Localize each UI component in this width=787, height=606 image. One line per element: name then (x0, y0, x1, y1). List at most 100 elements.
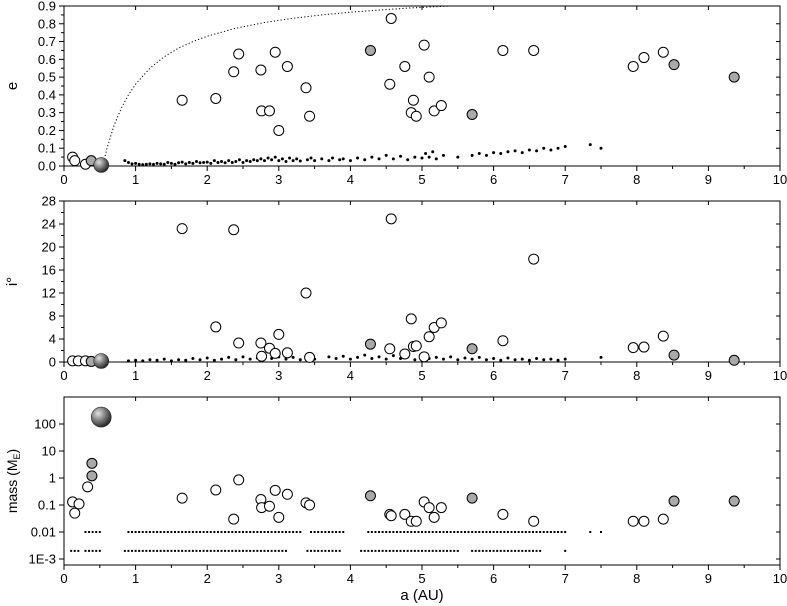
small-body-dot (424, 549, 427, 552)
small-body-dot (324, 549, 327, 552)
small-body-dot (317, 549, 320, 552)
small-body-dot (291, 159, 295, 163)
small-body-dot (234, 531, 237, 534)
small-body-dot (256, 549, 259, 552)
small-body-dot (503, 549, 506, 552)
small-body-dot (377, 157, 381, 161)
open-planet-marker (627, 515, 639, 527)
small-body-dot (98, 549, 101, 552)
grey-planet-marker (728, 495, 740, 507)
small-body-dot (73, 549, 76, 552)
small-body-dot (202, 531, 205, 534)
small-body-dot (213, 531, 216, 534)
small-body-dot (335, 549, 338, 552)
x-tick-label: 5 (418, 571, 425, 586)
small-body-dot (564, 531, 567, 534)
small-body-dot (177, 531, 180, 534)
small-body-dot (556, 146, 560, 150)
small-body-dot (191, 357, 195, 361)
x-tick-label: 2 (204, 172, 211, 187)
small-body-dot (169, 359, 173, 363)
x-tick-label: 10 (773, 571, 787, 586)
small-body-dot (224, 549, 227, 552)
small-body-dot (406, 549, 409, 552)
small-body-dot (499, 549, 502, 552)
open-planet-marker (423, 71, 435, 83)
small-body-dot (166, 549, 169, 552)
small-body-dot (456, 549, 459, 552)
small-body-dot (546, 531, 549, 534)
small-body-dot (159, 549, 162, 552)
small-body-dot (510, 549, 513, 552)
plot-frame (63, 5, 781, 167)
small-body-dot (148, 549, 151, 552)
grey-planet-marker (86, 470, 98, 482)
small-body-dot (181, 549, 184, 552)
small-body-dot (177, 161, 181, 165)
small-body-dot (360, 549, 363, 552)
small-body-dot (489, 531, 492, 534)
small-body-dot (392, 549, 395, 552)
grey-planet-marker (728, 71, 740, 83)
small-body-dot (485, 549, 488, 552)
small-body-dot (331, 531, 334, 534)
small-body-dot (391, 354, 395, 358)
open-planet-marker (233, 474, 245, 486)
small-body-dot (259, 531, 262, 534)
small-body-dot (177, 358, 181, 362)
small-body-dot (496, 531, 499, 534)
small-body-dot (385, 531, 388, 534)
open-planet-marker (304, 351, 316, 363)
small-body-dot (88, 549, 91, 552)
small-body-dot (206, 549, 209, 552)
small-body-dot (599, 355, 603, 359)
small-body-dot (130, 162, 134, 166)
small-body-dot (331, 549, 334, 552)
small-body-dot (163, 531, 166, 534)
small-body-dot (327, 159, 331, 163)
open-planet-marker (399, 508, 411, 520)
y-tick-label: 0.2 (38, 123, 56, 138)
small-body-dot (549, 531, 552, 534)
small-body-dot (356, 156, 360, 160)
small-body-dot (484, 153, 488, 157)
small-body-dot (563, 357, 567, 361)
small-body-dot (492, 531, 495, 534)
small-body-dot (438, 549, 441, 552)
small-body-dot (84, 531, 87, 534)
small-body-dot (599, 146, 603, 150)
small-body-dot (127, 549, 130, 552)
open-planet-marker (384, 78, 396, 90)
small-body-dot (242, 549, 244, 552)
small-body-dot (284, 160, 288, 164)
small-body-dot (245, 531, 248, 534)
small-body-dot (356, 355, 360, 359)
open-planet-marker (385, 213, 397, 225)
small-body-dot (388, 549, 391, 552)
small-body-dot (238, 531, 241, 534)
y-tick-label: 4 (49, 332, 56, 347)
small-body-dot (277, 159, 281, 163)
small-body-dot (184, 162, 188, 166)
small-body-dot (417, 549, 420, 552)
small-body-dot (470, 153, 474, 157)
small-body-dot (320, 549, 323, 552)
small-body-dot (385, 549, 388, 552)
small-body-dot (496, 549, 499, 552)
open-planet-marker (281, 60, 293, 72)
small-body-dot (417, 531, 420, 534)
small-body-dot (299, 531, 302, 534)
small-body-dot (484, 358, 488, 362)
open-planet-marker (627, 60, 639, 72)
small-body-dot (234, 549, 237, 552)
small-body-dot (327, 531, 330, 534)
y-tick-label: 0.0 (38, 159, 56, 174)
grey-planet-marker (364, 44, 376, 56)
small-body-dot (446, 531, 449, 534)
small-body-dot (162, 162, 166, 166)
small-body-dot (220, 549, 223, 552)
panel-3: 0 1 2 3 4 5 6 7 8 9 10 1E-3 0.01 0.1 1 10 100 mass (ME) a … (4, 396, 787, 604)
small-body-dot (169, 161, 173, 165)
small-body-dot (539, 549, 542, 552)
small-body-dot (528, 531, 531, 534)
